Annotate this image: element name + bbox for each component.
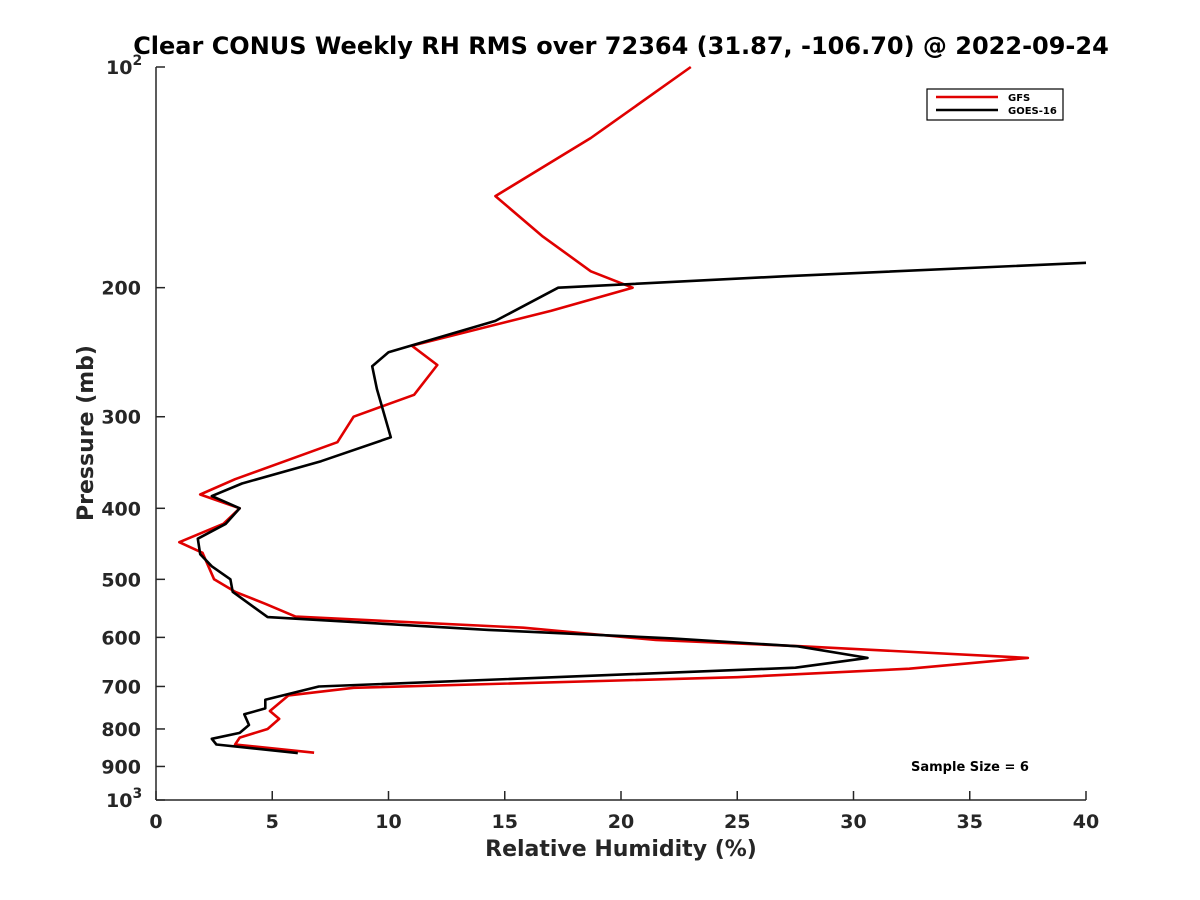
x-tick-label: 35 [957,811,983,833]
x-tick-label: 0 [149,811,162,833]
x-tick-label: 20 [608,811,634,833]
sample-size-annotation: Sample Size = 6 [911,760,1029,775]
x-tick-label: 15 [492,811,518,833]
series-layer [178,65,1087,755]
legend-label-gfs: GFS [1008,93,1030,104]
series-line-gfs [178,65,1030,754]
x-axis-label: Relative Humidity (%) [485,837,757,862]
y-tick-label: 700 [101,676,141,698]
y-tick-label: 300 [101,407,141,429]
x-ticks: 0 5 10 15 20 25 30 35 40 [149,791,1099,833]
legend: GFS GOES-16 [926,88,1064,121]
y-tick-label: 600 [101,627,141,649]
x-tick-label: 25 [724,811,750,833]
x-tick-label: 10 [375,811,401,833]
series-line-goes16 [196,261,1087,755]
y-axis-label: Pressure (mb) [74,345,99,521]
y-tick-label: 500 [101,569,141,591]
y-tick-label: 400 [101,498,141,520]
x-tick-label: 5 [266,811,279,833]
y-tick-label: 900 [101,756,141,778]
legend-box [926,88,1064,121]
x-tick-label: 40 [1073,811,1099,833]
legend-label-goes16: GOES-16 [1008,106,1057,117]
chart-title: Clear CONUS Weekly RH RMS over 72364 (31… [133,32,1109,60]
x-tick-label: 30 [840,811,866,833]
y-tick-label: 800 [101,719,141,741]
y-tick-label: 200 [101,278,141,300]
